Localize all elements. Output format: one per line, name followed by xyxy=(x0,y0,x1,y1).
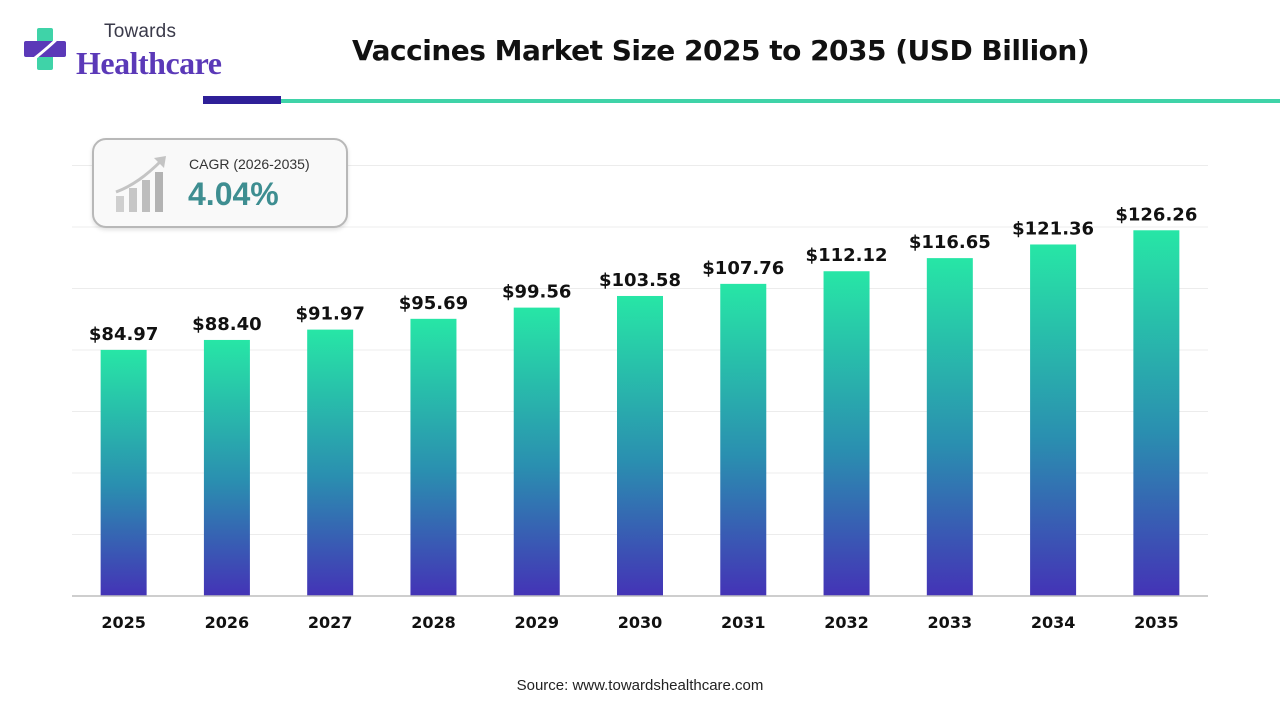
x-tick-2025: 2025 xyxy=(101,613,146,632)
value-label-2027: $91.97 xyxy=(295,304,364,325)
bar-2028 xyxy=(410,318,457,596)
bar-2026 xyxy=(203,339,250,596)
bar-2029 xyxy=(513,307,560,596)
value-label-2025: $84.97 xyxy=(89,324,158,345)
cagr-card: CAGR (2026-2035) 4.04% xyxy=(92,138,348,228)
bar-2033 xyxy=(926,258,973,596)
value-label-2026: $88.40 xyxy=(192,314,261,335)
bar-2030 xyxy=(617,295,663,596)
bar-2034 xyxy=(1030,244,1077,596)
value-label-2032: $112.12 xyxy=(806,245,888,266)
x-tick-2026: 2026 xyxy=(205,613,250,632)
value-label-2031: $107.76 xyxy=(702,258,784,279)
title-rule-accent xyxy=(203,96,281,104)
value-labels: $84.97 $88.40 $91.97 $95.69 $99.56 $103.58 $10… xyxy=(89,204,1197,345)
bar-growth-icon xyxy=(115,156,166,212)
brand-logo: Towards Healthcare xyxy=(20,18,250,88)
bar-2031 xyxy=(720,283,767,596)
bar-2025 xyxy=(100,349,147,596)
x-tick-2029: 2029 xyxy=(514,613,559,632)
value-label-2035: $126.26 xyxy=(1115,204,1197,225)
x-tick-2027: 2027 xyxy=(308,613,353,632)
x-tick-2032: 2032 xyxy=(824,613,869,632)
value-label-2033: $116.65 xyxy=(909,232,991,253)
bar-2035 xyxy=(1133,230,1180,596)
logo-text-healthcare: Healthcare xyxy=(76,45,222,81)
bar-2032 xyxy=(823,271,870,596)
bar-2027 xyxy=(307,329,354,596)
source-note: Source: www.towardshealthcare.com xyxy=(516,677,764,694)
x-tick-2030: 2030 xyxy=(618,613,663,632)
value-label-2029: $99.56 xyxy=(502,282,571,303)
value-label-2030: $103.58 xyxy=(599,270,681,291)
title-rule xyxy=(281,99,1280,103)
x-tick-2033: 2033 xyxy=(928,613,973,632)
value-label-2028: $95.69 xyxy=(399,293,468,314)
value-label-2034: $121.36 xyxy=(1012,218,1094,239)
x-tick-2028: 2028 xyxy=(411,613,456,632)
chart-title: Vaccines Market Size 2025 to 2035 (USD B… xyxy=(352,34,1090,67)
x-tick-labels: 2025 2026 2027 2028 2029 2030 2031 2032 2033 2034… xyxy=(101,613,1178,632)
x-tick-2034: 2034 xyxy=(1031,613,1076,632)
cagr-value: 4.04% xyxy=(188,176,279,212)
x-tick-2035: 2035 xyxy=(1134,613,1179,632)
x-tick-2031: 2031 xyxy=(721,613,766,632)
medical-cross-icon xyxy=(24,28,66,70)
logo-text-towards: Towards xyxy=(104,21,177,42)
cagr-label: CAGR (2026-2035) xyxy=(189,156,310,172)
bars xyxy=(100,230,1180,596)
